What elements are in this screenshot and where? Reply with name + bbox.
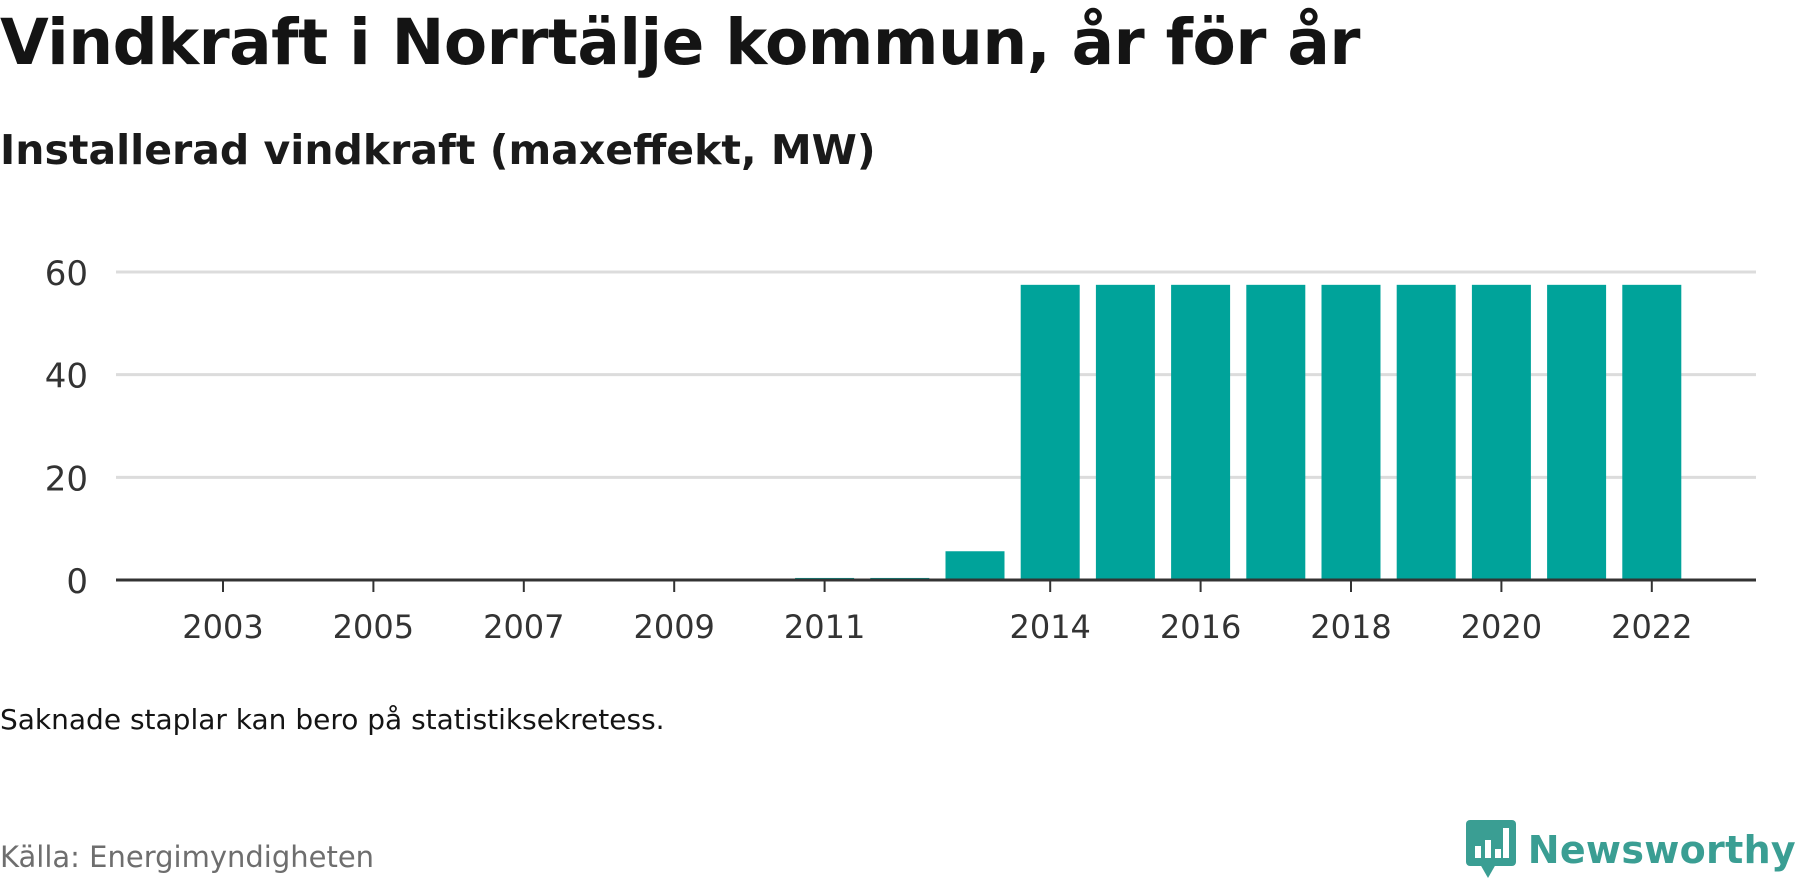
y-tick-label: 40 [45, 357, 88, 397]
bar-2022 [1622, 284, 1682, 580]
bar-2020 [1471, 284, 1531, 580]
x-tick-label: 2014 [1009, 608, 1090, 646]
y-tick-label: 60 [45, 254, 88, 294]
bar-2017 [1246, 284, 1306, 580]
newsworthy-logo[interactable]: Newsworthy [1465, 818, 1796, 882]
bars [795, 284, 1682, 580]
x-tick-label: 2020 [1461, 608, 1542, 646]
y-tick-label: 20 [45, 459, 88, 499]
bar-2021 [1547, 284, 1607, 580]
y-tick-label: 0 [66, 562, 88, 602]
source-text: Källa: Energimyndigheten [0, 840, 375, 874]
chart-title: Vindkraft i Norrtälje kommun, år för år [0, 6, 1360, 79]
bar-2016 [1171, 284, 1231, 580]
bar-chart: 0 20 40 60 2003 2005 2007 2009 2011 2014 2016 2018… [45, 254, 1756, 646]
x-tick-label: 2005 [333, 608, 414, 646]
x-axis-ticks: 2003 2005 2007 2009 2011 2014 2016 2018 2020 2022 [182, 580, 1693, 646]
x-tick-label: 2011 [784, 608, 865, 646]
bar-2015 [1095, 284, 1155, 580]
y-axis-ticks: 0 20 40 60 [45, 254, 88, 602]
x-tick-label: 2009 [633, 608, 714, 646]
brand-name: Newsworthy [1527, 828, 1796, 872]
bar-2014 [1020, 284, 1080, 580]
x-tick-label: 2007 [483, 608, 564, 646]
bar-2013 [945, 551, 1005, 580]
x-tick-label: 2022 [1611, 608, 1692, 646]
x-tick-label: 2003 [182, 608, 263, 646]
chart-subtitle: Installerad vindkraft (maxeffekt, MW) [0, 126, 876, 174]
footnote: Saknade staplar kan bero på statistiksek… [0, 703, 665, 736]
x-tick-label: 2018 [1310, 608, 1391, 646]
bar-2018 [1321, 284, 1381, 580]
newsworthy-logo-icon [1465, 820, 1516, 878]
x-tick-label: 2016 [1160, 608, 1241, 646]
bar-2019 [1396, 284, 1456, 580]
